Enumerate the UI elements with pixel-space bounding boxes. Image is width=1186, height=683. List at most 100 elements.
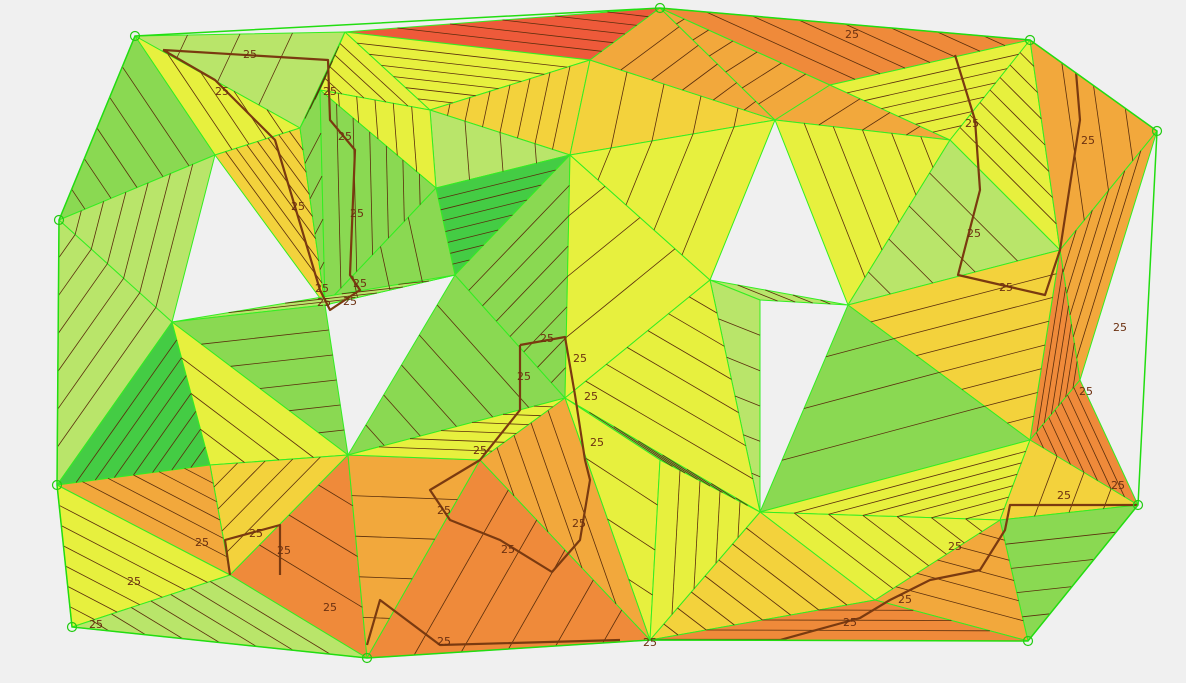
- contour-line: [1054, 409, 1085, 473]
- contour-line: [820, 299, 831, 305]
- vertex-marker[interactable]: [129, 30, 141, 42]
- vertex-marker[interactable]: [1132, 499, 1144, 511]
- contour-line: [246, 144, 316, 239]
- contour-line: [938, 344, 1046, 373]
- contour-label: 25: [437, 504, 451, 517]
- contour-line: [691, 591, 735, 626]
- contour-line: [152, 411, 197, 473]
- contour-line: [1060, 402, 1098, 481]
- contour-line: [259, 379, 337, 389]
- contour-line: [58, 234, 76, 259]
- contour-line: [482, 215, 570, 307]
- contour-line: [94, 357, 182, 481]
- contour-line: [613, 426, 686, 474]
- contour-line: [230, 354, 333, 367]
- contour-line: [401, 364, 457, 427]
- vertex-marker[interactable]: [361, 652, 373, 664]
- contour-line: [225, 151, 323, 284]
- contour-line: [1022, 613, 1051, 618]
- contour-line: [217, 33, 241, 83]
- contour-line: [378, 446, 493, 452]
- contour-line: [190, 446, 206, 468]
- contour-line: [792, 294, 813, 304]
- vertex-marker[interactable]: [66, 621, 78, 633]
- contour-line: [676, 18, 685, 25]
- contour-line: [709, 40, 734, 57]
- tin-vertices: [51, 2, 1163, 664]
- contour-line: [417, 98, 453, 104]
- contour-line: [734, 395, 761, 407]
- contour-line: [828, 513, 911, 578]
- vertex-marker[interactable]: [1151, 125, 1163, 137]
- contour-line: [637, 440, 698, 480]
- vertex-marker[interactable]: [1024, 34, 1036, 46]
- contour-line: [726, 356, 761, 372]
- contour-line: [692, 95, 702, 135]
- contour-line: [336, 103, 342, 289]
- contour-line: [201, 329, 329, 345]
- contour-label: 25: [1113, 321, 1127, 334]
- contour-line: [686, 468, 723, 493]
- index-contour-line: [162, 48, 362, 312]
- contour-line: [1005, 531, 1117, 545]
- contour-label: 25: [1057, 489, 1071, 502]
- contour-line: [91, 620, 110, 632]
- contour-line: [405, 87, 476, 97]
- contour-label: 25: [338, 130, 352, 143]
- contour-line: [398, 280, 430, 285]
- contour-line: [107, 477, 224, 539]
- vertex-marker[interactable]: [1022, 635, 1034, 647]
- contour-label: 25: [291, 200, 305, 213]
- contour-line: [496, 447, 515, 497]
- vertex-marker[interactable]: [51, 479, 63, 491]
- contour-line: [217, 460, 266, 510]
- contour-line: [552, 66, 571, 150]
- contour-line: [958, 546, 1010, 561]
- contour-labels: 25 25 25 25 25 25 25 25 25 25 25 25 25 25 25 25 25 25 25 25…: [89, 28, 1127, 649]
- contour-line: [402, 159, 405, 222]
- contour-line: [677, 607, 707, 631]
- contour-line: [339, 43, 409, 107]
- contour-label: 25: [323, 601, 337, 614]
- contour-line: [57, 263, 108, 334]
- contour-line: [351, 495, 458, 500]
- contour-line: [83, 158, 112, 199]
- contour-line: [803, 372, 940, 409]
- contour-line: [74, 210, 82, 235]
- contour-line: [409, 438, 505, 443]
- contour-line: [1072, 361, 1078, 389]
- contour-line: [443, 199, 527, 221]
- contour-line: [63, 545, 163, 598]
- contour-line: [681, 126, 735, 256]
- index-contour-line: [428, 335, 592, 574]
- contour-line: [502, 413, 541, 417]
- contour-line: [547, 410, 617, 605]
- contour-line: [1042, 424, 1058, 457]
- contour-line: [158, 471, 217, 503]
- contour-line: [737, 284, 778, 302]
- contour-label: 25: [249, 527, 263, 540]
- contour-line: [969, 114, 1053, 198]
- contour-line: [289, 131, 304, 151]
- contour-line: [758, 73, 806, 105]
- contour-label: 25: [195, 536, 209, 549]
- contour-line: [743, 100, 757, 111]
- vertex-marker[interactable]: [53, 214, 65, 226]
- contour-line: [891, 133, 917, 196]
- contour-line: [96, 127, 138, 188]
- contour-line: [895, 586, 1024, 622]
- contour-line: [862, 515, 929, 567]
- contour-label: 25: [501, 543, 515, 556]
- contour-line: [57, 292, 141, 410]
- contour-line: [653, 133, 694, 231]
- contour-line: [713, 82, 737, 101]
- contour-line: [689, 296, 718, 314]
- contour-line: [586, 458, 658, 506]
- contour-label: 25: [317, 296, 331, 309]
- contour-line: [555, 579, 594, 647]
- contour-line: [534, 72, 551, 144]
- contour-line: [706, 11, 856, 80]
- vertex-marker[interactable]: [654, 2, 666, 14]
- contour-line: [329, 66, 365, 99]
- contour-line: [1072, 170, 1126, 337]
